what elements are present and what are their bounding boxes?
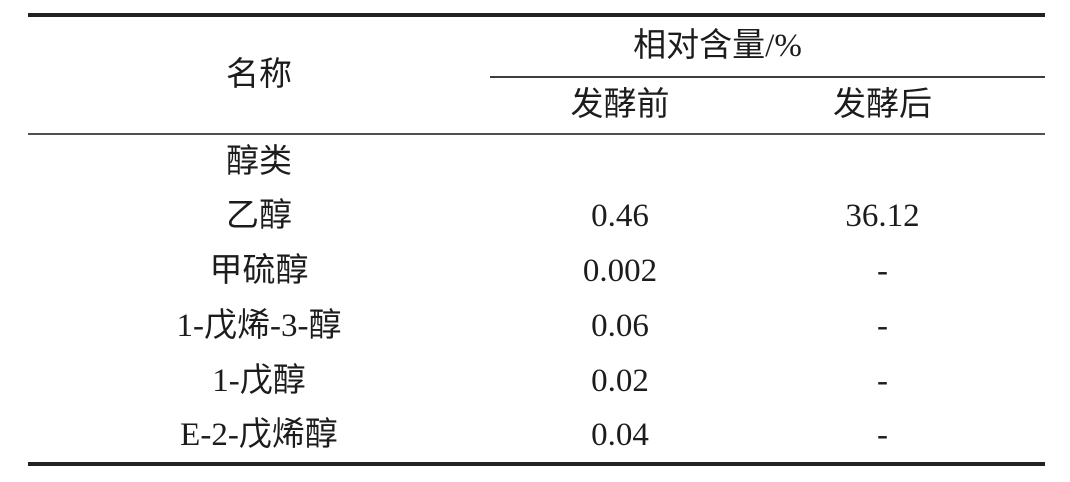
header-group-row: 名称 相对含量/%: [28, 15, 1046, 135]
cell-before: 0.46: [591, 198, 649, 234]
cell-after: 36.12: [845, 198, 920, 234]
cell-before: 0.002: [582, 253, 658, 289]
column-header-after-fermentation: 发酵后: [750, 77, 1046, 135]
cell-after: -: [877, 308, 888, 344]
table-body: 醇类 乙醇 0.46 36.12 甲硫醇 0.002 - 1-戊烯-3-醇 0.…: [28, 134, 1045, 464]
column-header-name: 名称: [28, 15, 490, 135]
table-row: 1-戊烯-3-醇 0.06 -: [28, 299, 1045, 354]
cell-after: -: [877, 253, 888, 289]
table-header: 名称 相对含量/% 发酵前 发酵后: [28, 15, 1046, 135]
cell-after: [750, 134, 1045, 189]
table-row: 乙醇 0.46 36.12: [28, 189, 1045, 244]
cell-name: 甲硫醇: [209, 253, 309, 289]
cell-after: -: [877, 363, 888, 399]
cell-after: -: [877, 417, 888, 453]
cell-name: E-2-戊烯醇: [180, 417, 338, 453]
header-sub-row: 发酵前 发酵后: [28, 77, 1046, 135]
cell-name: 乙醇: [226, 198, 292, 234]
data-table: 名称 相对含量/% 发酵前 发酵后 醇类 乙醇 0.46 36.12 甲硫醇 0…: [28, 13, 1046, 466]
table-row: E-2-戊烯醇 0.04 -: [28, 409, 1045, 464]
table-row: 甲硫醇 0.002 -: [28, 244, 1045, 299]
column-header-before-fermentation: 发酵前: [490, 77, 750, 135]
cell-name: 1-戊烯-3-醇: [176, 308, 342, 344]
cell-name: 醇类: [226, 143, 292, 180]
cell-before: 0.06: [591, 308, 649, 344]
cell-name: 1-戊醇: [212, 363, 306, 399]
cell-before: [490, 134, 750, 189]
cell-before: 0.02: [591, 363, 649, 399]
cell-before: 0.04: [591, 417, 649, 453]
table-row: 醇类: [28, 134, 1045, 189]
table-row: 1-戊醇 0.02 -: [28, 354, 1045, 409]
column-group-header-relative-content: 相对含量/%: [490, 15, 1046, 78]
